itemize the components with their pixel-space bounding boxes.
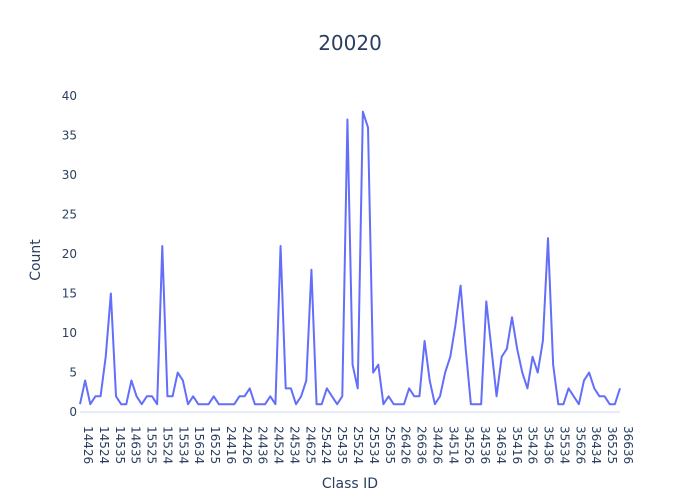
plot-area [79,95,621,414]
y-tick-label: 0 [69,405,77,419]
x-tick-label: 26426 [399,426,413,464]
x-tick-label: 25424 [319,426,333,464]
chart-title: 20020 [318,31,382,55]
x-tick-label: 15534 [176,426,190,464]
y-tick-label: 20 [62,247,77,261]
y-tick-label: 5 [69,366,77,380]
x-tick-label: 25435 [335,426,349,464]
x-tick-label: 24534 [287,426,301,464]
x-tick-label: 35436 [542,426,556,464]
y-tick-label: 30 [62,168,77,182]
x-tick-label: 14524 [97,426,111,464]
x-tick-label: 35626 [573,426,587,464]
x-tick-label: 25534 [367,426,381,464]
x-tick-label: 35416 [510,426,524,464]
x-tick-label: 36525 [605,426,619,464]
x-tick-label: 15524 [160,426,174,464]
x-tick-label: 14635 [129,426,143,464]
x-tick-label: 34426 [430,426,444,464]
x-tick-label: 34634 [494,426,508,464]
x-tick-label: 14535 [113,426,127,464]
x-tick-label: 24436 [256,426,270,464]
x-axis: 14426 14524 14535 14635 15525 15524 15534 15634… [81,426,635,464]
x-tick-label: 34526 [462,426,476,464]
series-line [79,110,621,406]
x-tick-label: 16525 [208,426,222,464]
x-axis-title: Class ID [322,476,378,492]
x-tick-label: 34514 [446,426,460,464]
x-tick-label: 36636 [621,426,635,464]
x-tick-label: 24625 [303,426,317,464]
x-tick-label: 15525 [145,426,159,464]
x-tick-label: 15634 [192,426,206,464]
x-tick-label: 36434 [589,426,603,464]
y-tick-label: 15 [62,286,77,300]
x-tick-label: 24426 [240,426,254,464]
y-tick-label: 40 [62,89,77,103]
x-tick-label: 35426 [526,426,540,464]
y-axis: 0 5 10 15 20 25 30 35 40 [62,89,77,419]
x-tick-label: 24524 [272,426,286,464]
x-tick-label: 25524 [351,426,365,464]
y-tick-label: 10 [62,326,77,340]
x-tick-label: 25635 [383,426,397,464]
x-tick-label: 35534 [557,426,571,464]
x-tick-label: 26636 [415,426,429,464]
y-axis-title: Count [28,239,44,281]
y-tick-label: 35 [62,128,77,142]
x-tick-label: 24416 [224,426,238,464]
x-tick-label: 34536 [478,426,492,464]
y-tick-label: 25 [62,207,77,221]
x-tick-label: 14426 [81,426,95,464]
